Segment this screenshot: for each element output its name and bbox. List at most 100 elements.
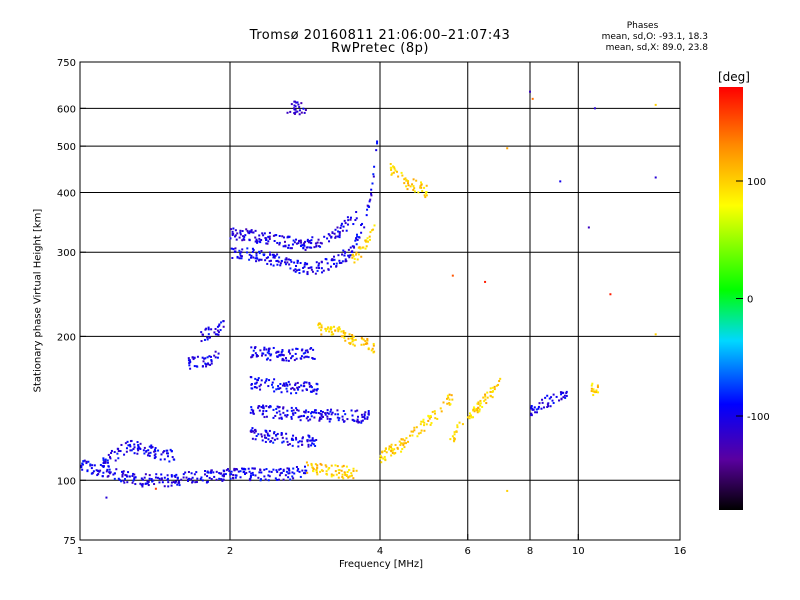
data-point — [322, 269, 325, 272]
data-point — [609, 293, 612, 296]
data-point — [309, 241, 312, 244]
data-point — [125, 474, 128, 477]
data-point — [391, 449, 394, 452]
data-point — [268, 347, 271, 350]
data-point — [153, 454, 156, 457]
data-point — [308, 435, 311, 438]
data-point — [210, 360, 213, 363]
data-point — [320, 417, 323, 420]
data-point — [210, 359, 213, 362]
data-point — [295, 465, 298, 468]
data-point — [254, 377, 257, 380]
data-point — [400, 171, 403, 174]
data-point — [133, 443, 136, 446]
data-point — [590, 390, 593, 393]
data-point — [407, 180, 410, 183]
data-point — [558, 399, 561, 402]
data-point — [263, 468, 266, 471]
data-point — [303, 356, 306, 359]
data-point — [343, 336, 346, 339]
data-point — [269, 405, 272, 408]
data-point — [319, 241, 322, 244]
data-point — [352, 477, 355, 480]
data-point — [401, 174, 404, 177]
data-point — [230, 470, 233, 473]
data-point — [286, 440, 289, 443]
data-point — [268, 470, 271, 473]
data-point — [295, 347, 298, 350]
trace-group — [249, 404, 370, 424]
data-point — [291, 386, 294, 389]
data-point — [288, 263, 291, 266]
data-point — [214, 327, 217, 330]
data-point — [195, 365, 198, 368]
data-point — [360, 231, 363, 234]
data-point — [317, 238, 320, 241]
data-point — [158, 481, 161, 484]
data-point — [153, 457, 156, 460]
data-point — [102, 465, 105, 468]
data-point — [400, 450, 403, 453]
data-point — [278, 468, 281, 471]
data-point — [298, 440, 301, 443]
data-point — [449, 403, 452, 406]
data-point — [419, 185, 422, 188]
data-point — [236, 468, 239, 471]
data-point — [275, 469, 278, 472]
data-point — [325, 329, 328, 332]
data-point — [348, 333, 351, 336]
data-point — [290, 357, 293, 360]
data-point — [420, 186, 423, 189]
data-point — [186, 478, 189, 481]
data-point — [330, 333, 333, 336]
data-point — [552, 402, 555, 405]
data-point — [187, 471, 190, 474]
data-point — [403, 439, 406, 442]
data-point — [305, 388, 308, 391]
data-point — [265, 430, 268, 433]
data-point — [99, 469, 102, 472]
data-point — [275, 407, 278, 410]
data-point — [284, 244, 287, 247]
data-point — [342, 477, 345, 480]
data-point — [286, 111, 289, 114]
data-point — [307, 356, 310, 359]
data-point — [153, 448, 156, 451]
data-point — [338, 259, 341, 262]
data-point — [479, 399, 482, 402]
data-point — [270, 353, 273, 356]
data-point — [310, 444, 313, 447]
data-point — [537, 407, 540, 410]
data-point — [268, 429, 271, 432]
data-point — [305, 469, 308, 472]
data-point — [405, 179, 408, 182]
data-point — [290, 409, 293, 412]
data-point — [113, 477, 116, 480]
data-point — [446, 394, 449, 397]
data-point — [306, 240, 309, 243]
data-point — [279, 472, 282, 475]
data-point — [262, 234, 265, 237]
data-point — [174, 480, 177, 483]
data-point — [412, 188, 415, 191]
data-point — [319, 410, 322, 413]
data-point — [264, 440, 267, 443]
data-point — [334, 228, 337, 231]
data-point — [308, 436, 311, 439]
data-point — [538, 402, 541, 405]
data-point — [146, 480, 149, 483]
data-point — [506, 489, 509, 492]
data-point — [304, 355, 307, 358]
data-point — [530, 412, 533, 415]
data-point — [276, 259, 279, 262]
data-point — [154, 487, 157, 490]
data-point — [340, 224, 343, 227]
data-point — [167, 481, 170, 484]
data-point — [280, 432, 283, 435]
phase-stats-o-mode: mean, sd,O: -93.1, 18.3 — [601, 32, 708, 42]
data-point — [206, 338, 209, 341]
data-point — [281, 441, 284, 444]
data-point — [295, 238, 298, 241]
trace-group — [449, 377, 502, 443]
data-point — [348, 469, 351, 472]
